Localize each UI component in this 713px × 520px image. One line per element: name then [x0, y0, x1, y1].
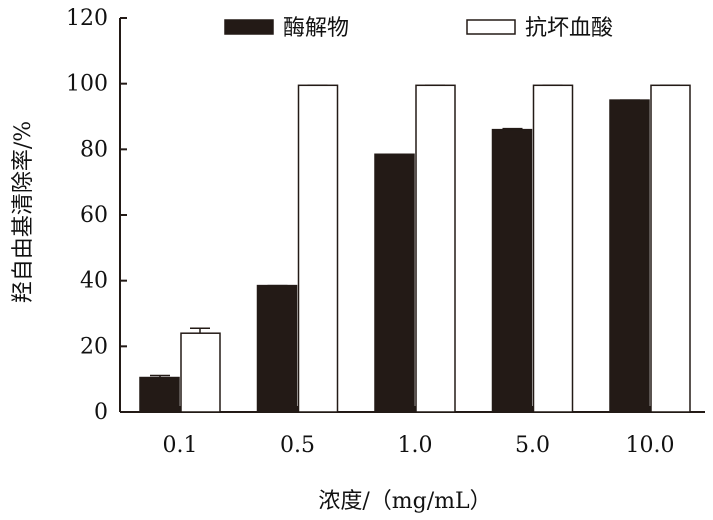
x-tick-label: 1.0: [398, 433, 433, 458]
bar-ascorbic-acid: [297, 84, 339, 413]
axes: 0 20 40 60 80 100 120 0.1 0.5 1.0 5.0 10.0: [66, 6, 705, 458]
legend-label: 抗坏血酸: [525, 16, 613, 41]
y-tick-label: 120: [66, 6, 108, 31]
y-tick-label: 60: [80, 203, 108, 228]
y-tick-label: 20: [80, 334, 108, 359]
legend-swatch: [466, 19, 516, 35]
x-tick-label: 0.5: [280, 433, 315, 458]
x-tick-label: 10.0: [626, 433, 675, 458]
legend: 酶解物 抗坏血酸: [224, 16, 613, 41]
bar-ascorbic-acid: [415, 84, 456, 413]
y-tick-label: 100: [66, 72, 108, 97]
bar-enzymolysate: [374, 153, 415, 413]
y-tick-label: 80: [80, 137, 108, 162]
x-tick-label: 5.0: [515, 433, 550, 458]
legend-label: 酶解物: [283, 16, 349, 41]
bars: [139, 84, 691, 413]
y-tick-label: 0: [94, 400, 108, 425]
bar-ascorbic-acid: [650, 84, 691, 413]
bar-enzymolysate: [491, 128, 533, 413]
bar-ascorbic-acid: [532, 84, 574, 413]
y-tick-label: 40: [80, 269, 108, 294]
y-axis-label: 羟自由基清除率/%: [11, 121, 36, 303]
bar-enzymolysate: [609, 99, 650, 413]
legend-swatch: [224, 19, 274, 35]
x-axis-label: 浓度/（mg/mL）: [318, 489, 491, 514]
bar-ascorbic-acid: [180, 332, 221, 413]
x-tick-label: 0.1: [163, 433, 198, 458]
bar-enzymolysate: [139, 376, 180, 413]
bar-enzymolysate: [256, 284, 298, 413]
